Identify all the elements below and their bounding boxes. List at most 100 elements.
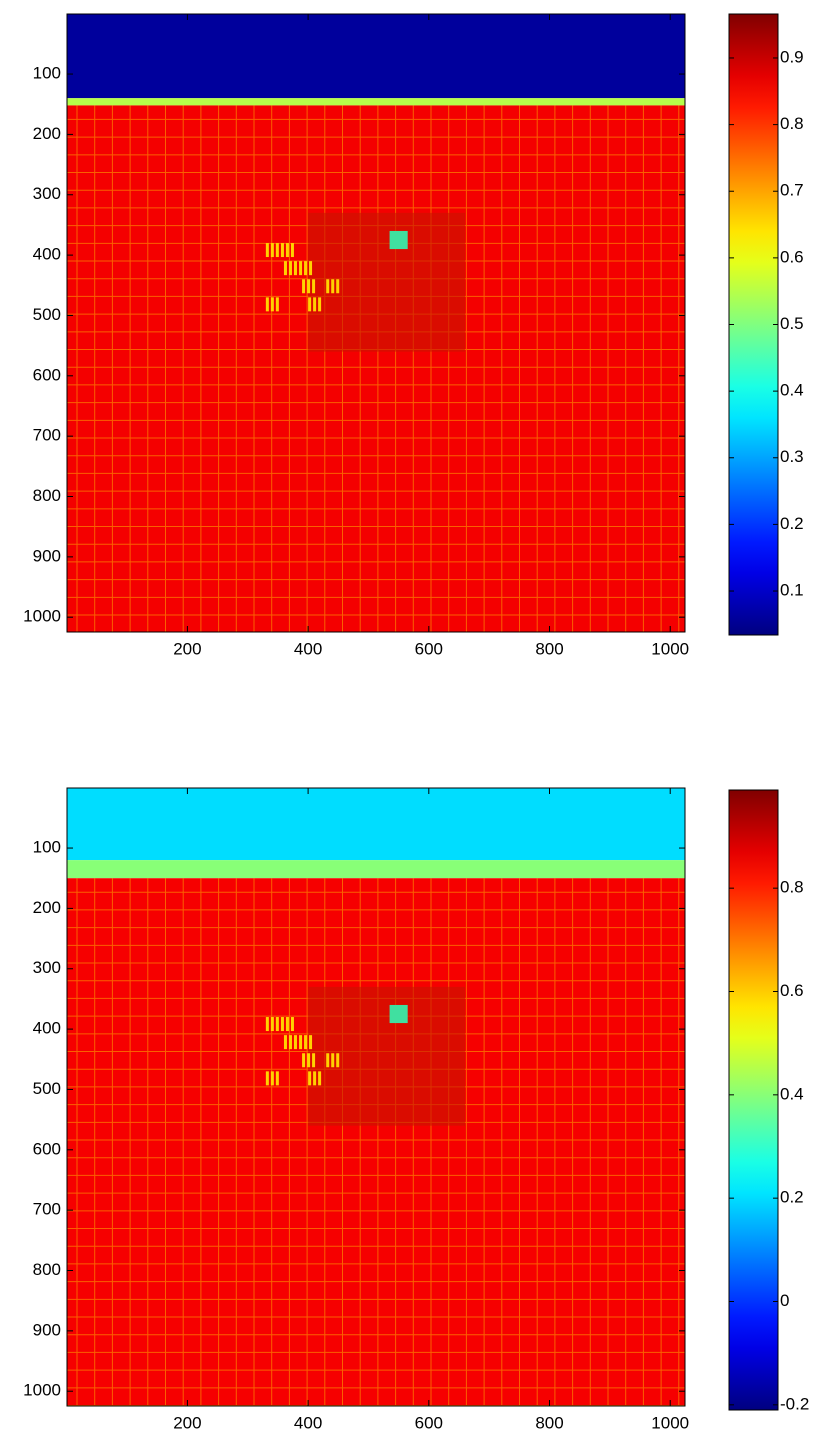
target-bar xyxy=(302,279,306,294)
target-bar xyxy=(270,1071,274,1086)
target-patch xyxy=(308,986,466,1126)
y-tick-label: 900 xyxy=(33,546,61,565)
x-tick-label: 1000 xyxy=(651,639,689,658)
y-tick-label: 1000 xyxy=(23,1381,61,1400)
y-tick-label: 400 xyxy=(33,1019,61,1038)
colorbar-tick-label: 0.2 xyxy=(780,1188,804,1207)
axes-box xyxy=(66,13,686,633)
target-bar xyxy=(275,1071,279,1086)
target-bar xyxy=(285,243,289,258)
y-tick-label: 500 xyxy=(33,1079,61,1098)
target-bar xyxy=(270,1017,274,1032)
image-region xyxy=(67,98,685,106)
target-bar xyxy=(288,1035,292,1050)
target-bar xyxy=(307,1053,311,1068)
target-bar xyxy=(318,297,322,312)
x-tick-label: 200 xyxy=(173,639,201,658)
image-region xyxy=(67,788,685,861)
colorbar-tick-label: 0.2 xyxy=(780,514,804,533)
y-tick-label: 500 xyxy=(33,305,61,324)
colorbar-tick-label: 0.4 xyxy=(780,1084,804,1103)
target-patch xyxy=(308,212,466,352)
y-tick-label: 800 xyxy=(33,1260,61,1279)
target-bars xyxy=(265,1017,340,1086)
colorbar-tick-label: 0 xyxy=(780,1291,789,1310)
target-bar xyxy=(293,1035,297,1050)
x-tick-label: 400 xyxy=(294,639,322,658)
target-bar xyxy=(302,1053,306,1068)
y-tick-label: 600 xyxy=(33,1139,61,1158)
colorbar-tick-label: 0.9 xyxy=(780,47,804,66)
y-tick-label: 100 xyxy=(33,64,61,83)
x-tick-label: 600 xyxy=(415,1413,443,1432)
target-bar xyxy=(265,1017,269,1032)
target-bar xyxy=(275,243,279,258)
target-bar xyxy=(331,1053,335,1068)
target-bar xyxy=(285,1017,289,1032)
target-bar xyxy=(312,1053,316,1068)
y-tick-label: 900 xyxy=(33,1320,61,1339)
image-region xyxy=(67,860,685,879)
target-bar xyxy=(304,1035,308,1050)
colorbar-tick-label: 0.1 xyxy=(780,581,804,600)
target-square xyxy=(389,1004,408,1024)
target-bar xyxy=(288,261,292,276)
y-tick-label: 400 xyxy=(33,245,61,264)
target-bar xyxy=(313,297,317,312)
colorbar-tick-label: 0.8 xyxy=(780,878,804,897)
target-bar xyxy=(275,297,279,312)
target-bar xyxy=(290,243,294,258)
target-bar xyxy=(293,261,297,276)
colorbar-tick-label: 0.4 xyxy=(780,381,804,400)
y-tick-label: 600 xyxy=(33,365,61,384)
x-tick-label: 200 xyxy=(173,1413,201,1432)
colorbar xyxy=(728,13,779,636)
target-bar xyxy=(275,1017,279,1032)
colorbar-tick-label: 0.5 xyxy=(780,314,804,333)
y-tick-label: 700 xyxy=(33,426,61,445)
target-bar xyxy=(312,279,316,294)
target-bar xyxy=(318,1071,322,1086)
target-grid xyxy=(67,105,685,632)
x-tick-label: 600 xyxy=(415,639,443,658)
target-bars xyxy=(265,243,340,312)
image-region xyxy=(67,105,685,632)
target-bar xyxy=(304,261,308,276)
target-bar xyxy=(290,1017,294,1032)
target-bar xyxy=(336,279,340,294)
target-bar xyxy=(336,1053,340,1068)
colorbar-tick-label: 0.7 xyxy=(780,181,804,200)
target-bar xyxy=(308,1071,312,1086)
target-bar xyxy=(265,243,269,258)
target-bar xyxy=(308,297,312,312)
colorbar-tick-label: 0.6 xyxy=(780,981,804,1000)
target-bar xyxy=(280,243,284,258)
target-bar xyxy=(270,243,274,258)
y-tick-label: 300 xyxy=(33,184,61,203)
target-bar xyxy=(265,1071,269,1086)
target-bar xyxy=(283,261,287,276)
target-bar xyxy=(270,297,274,312)
target-bar xyxy=(313,1071,317,1086)
target-bar xyxy=(280,1017,284,1032)
image-region xyxy=(67,14,685,99)
y-tick-label: 200 xyxy=(33,124,61,143)
target-bar xyxy=(326,1053,330,1068)
y-tick-label: 700 xyxy=(33,1200,61,1219)
colorbar-tick-label: 0.3 xyxy=(780,447,804,466)
target-bar xyxy=(307,279,311,294)
y-tick-label: 300 xyxy=(33,958,61,977)
x-tick-label: 800 xyxy=(535,1413,563,1432)
target-square xyxy=(389,230,408,250)
target-bar xyxy=(309,261,313,276)
target-bar xyxy=(309,1035,313,1050)
x-tick-label: 1000 xyxy=(651,1413,689,1432)
target-bar xyxy=(331,279,335,294)
colorbar-tick-label: -0.2 xyxy=(780,1394,809,1413)
y-tick-label: 200 xyxy=(33,898,61,917)
y-tick-label: 1000 xyxy=(23,607,61,626)
axes-box xyxy=(66,787,686,1407)
colorbar xyxy=(728,789,779,1411)
target-bar xyxy=(283,1035,287,1050)
